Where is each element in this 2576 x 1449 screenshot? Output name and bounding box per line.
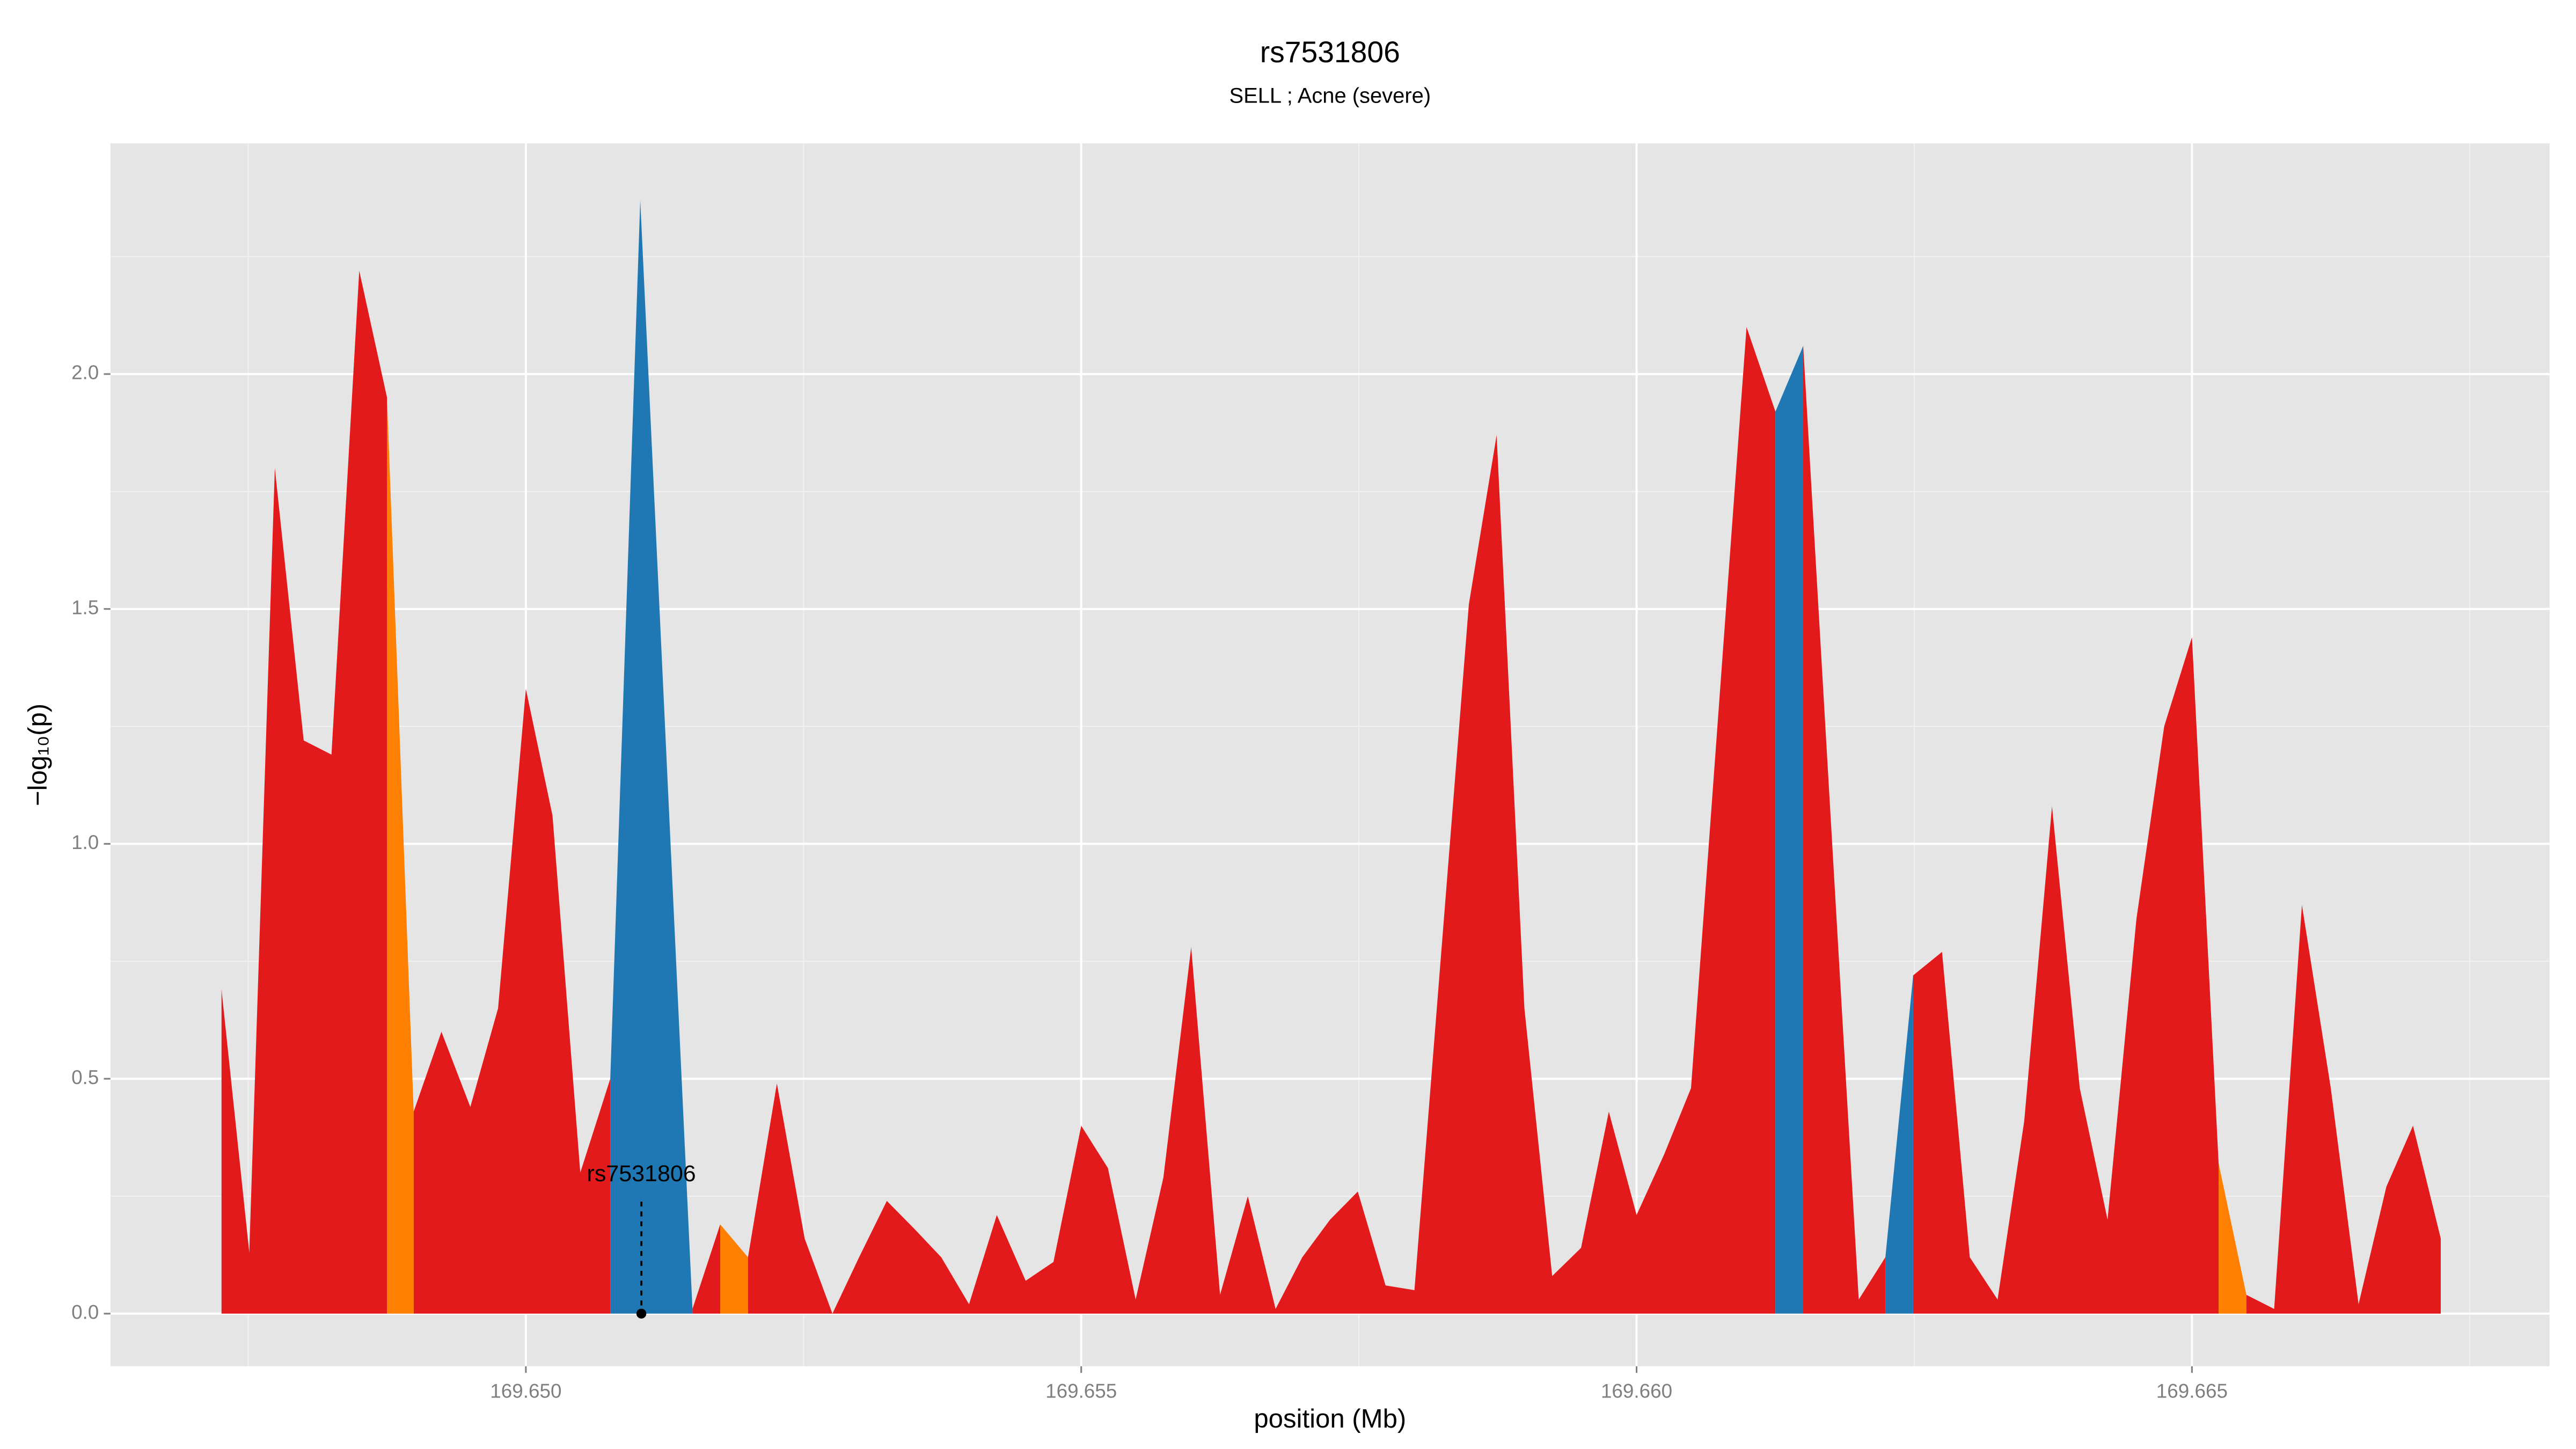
x-tick-label: 169.660 [1601,1380,1672,1402]
y-axis-label: −log₁₀(p) [24,704,53,806]
y-tick-label: 1.0 [71,831,99,853]
y-tick-label: 0.5 [71,1066,99,1088]
x-tick-label: 169.650 [490,1380,561,1402]
area [221,270,2441,1314]
annotation-label: rs7531806 [587,1161,696,1187]
x-axis-label: position (Mb) [1254,1404,1406,1433]
chart-subtitle: SELL ; Acne (severe) [1230,84,1431,108]
y-tick-label: 0.0 [71,1301,99,1323]
chart-title: rs7531806 [1260,35,1400,69]
y-tick-label: 2.0 [71,362,99,384]
area [610,200,1913,1314]
x-tick-label: 169.655 [1045,1380,1117,1402]
annotation-point [636,1308,647,1319]
y-tick-label: 1.5 [71,596,99,618]
x-tick-label: 169.665 [2156,1380,2228,1402]
